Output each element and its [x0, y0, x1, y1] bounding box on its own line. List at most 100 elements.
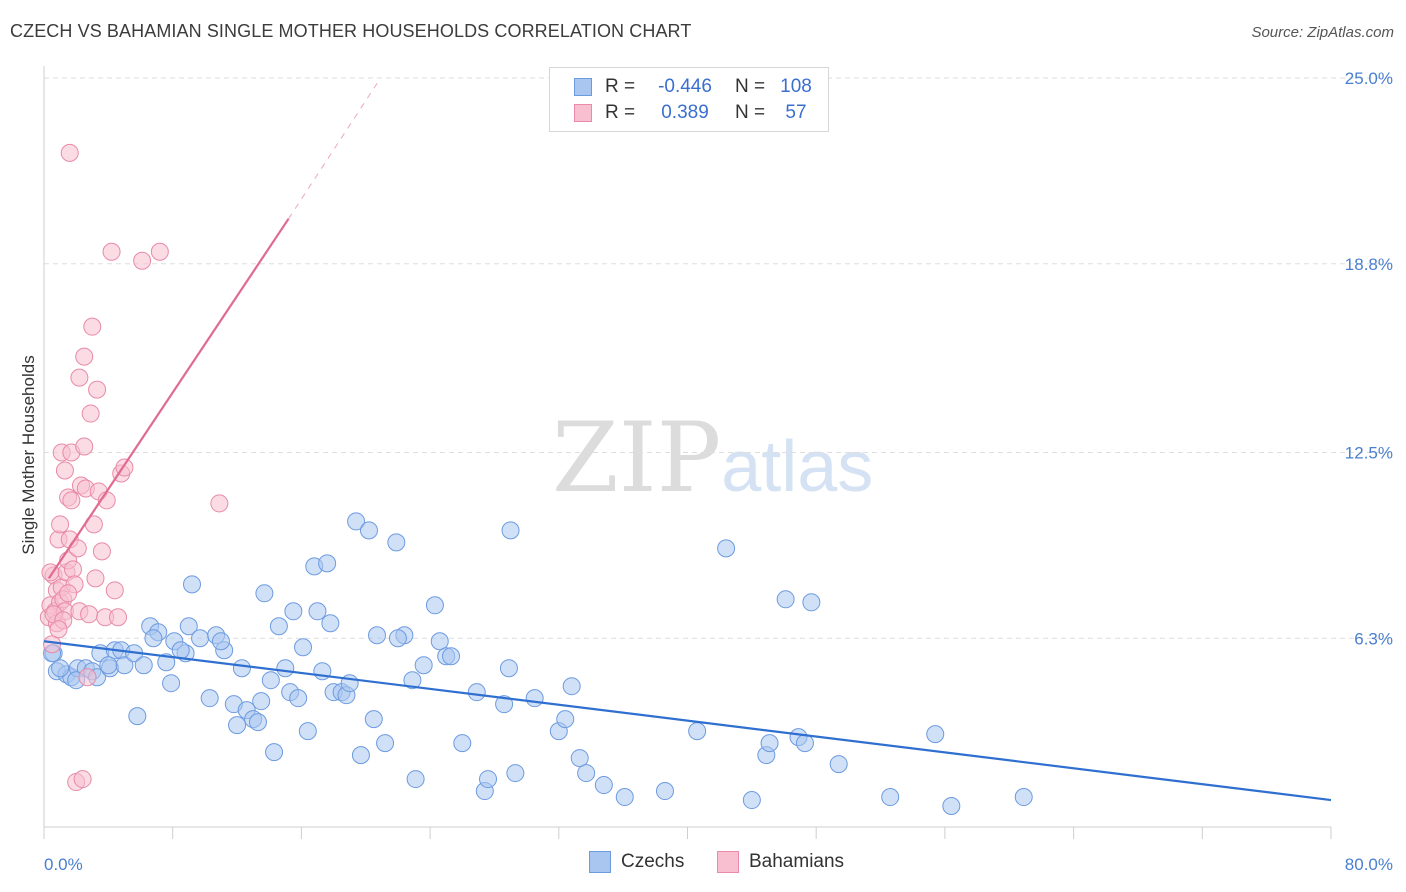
legend-r-value: -0.446	[658, 76, 712, 97]
y-tick-label: 6.3%	[1354, 629, 1393, 648]
point-czechs	[829, 755, 848, 774]
point-bahamians	[63, 560, 82, 579]
point-bahamians	[55, 461, 74, 480]
x-tick-label: 0.0%	[44, 855, 83, 874]
point-czechs	[171, 641, 190, 660]
point-bahamians	[210, 494, 229, 513]
point-bahamians	[51, 515, 70, 534]
chart-title: CZECH VS BAHAMIAN SINGLE MOTHER HOUSEHOL…	[10, 21, 692, 41]
point-czechs	[802, 593, 821, 612]
y-tick-label: 18.8%	[1345, 255, 1393, 274]
point-czechs	[501, 521, 520, 540]
legend-row-czechs: R = -0.446 N = 108	[574, 74, 817, 100]
point-czechs	[228, 716, 247, 735]
point-bahamians	[102, 242, 121, 261]
point-czechs	[562, 677, 581, 696]
legend-r-label: R =	[605, 76, 636, 97]
point-czechs	[499, 659, 518, 678]
legend-n-value: 57	[785, 102, 807, 123]
watermark-zip: ZIP	[552, 402, 722, 514]
point-bahamians	[49, 620, 68, 639]
point-czechs	[144, 629, 163, 648]
bottom-legend-swatch-czechs	[589, 851, 611, 873]
point-bahamians	[105, 581, 124, 600]
point-czechs	[776, 590, 795, 609]
legend-n-value: 108	[780, 76, 812, 97]
point-bahamians	[109, 608, 128, 627]
point-bahamians	[78, 668, 97, 687]
point-czechs	[430, 632, 449, 651]
point-czechs	[577, 764, 596, 783]
legend-r-value: 0.389	[661, 102, 709, 123]
point-czechs	[442, 647, 461, 666]
point-bahamians	[83, 317, 102, 336]
point-czechs	[406, 770, 425, 789]
point-czechs	[525, 689, 544, 708]
bottom-legend-label-czechs: Czechs	[621, 851, 685, 872]
point-czechs	[248, 713, 267, 732]
point-czechs	[368, 626, 387, 645]
legend-swatch-czechs	[574, 78, 592, 96]
point-czechs	[376, 734, 395, 753]
point-czechs	[942, 797, 961, 816]
trendline-bahamians	[47, 218, 290, 579]
bottom-legend-swatch-bahamians	[717, 851, 739, 873]
point-czechs	[308, 602, 327, 621]
point-bahamians	[62, 491, 81, 510]
point-czechs	[157, 653, 176, 672]
point-czechs	[742, 791, 761, 810]
point-bahamians	[133, 251, 152, 270]
point-czechs	[191, 629, 210, 648]
point-bahamians	[75, 437, 94, 456]
point-bahamians	[73, 770, 92, 789]
point-czechs	[556, 710, 575, 729]
point-czechs	[655, 782, 674, 801]
point-czechs	[387, 533, 406, 552]
point-czechs	[99, 656, 118, 675]
point-czechs	[128, 707, 147, 726]
point-czechs	[717, 539, 736, 558]
legend-n-label: N =	[735, 76, 766, 97]
point-czechs	[453, 734, 472, 753]
point-czechs	[298, 722, 317, 741]
point-bahamians	[70, 368, 89, 387]
point-czechs	[318, 554, 337, 573]
legend: R = -0.446 N = 108 R = 0.389 N = 57	[549, 67, 829, 132]
bottom-legend-czechs: Czechs	[589, 851, 684, 873]
point-bahamians	[43, 635, 62, 654]
bottom-legend-bahamians: Bahamians	[717, 851, 844, 873]
point-czechs	[495, 695, 514, 714]
point-bahamians	[80, 605, 99, 624]
point-czechs	[276, 659, 295, 678]
point-czechs	[388, 629, 407, 648]
point-czechs	[265, 743, 284, 762]
bottom-legend-label-bahamians: Bahamians	[749, 851, 845, 872]
source-label: Source: ZipAtlas.com	[1251, 24, 1394, 41]
y-tick-label: 25.0%	[1345, 69, 1393, 88]
point-czechs	[252, 692, 271, 711]
point-czechs	[506, 764, 525, 783]
trendline-extension-bahamians	[288, 80, 380, 220]
point-czechs	[134, 656, 153, 675]
point-czechs	[760, 734, 779, 753]
point-czechs	[570, 749, 589, 768]
point-czechs	[594, 776, 613, 795]
point-bahamians	[75, 347, 94, 366]
point-bahamians	[81, 404, 100, 423]
y-tick-label: 12.5%	[1345, 444, 1393, 463]
point-czechs	[926, 725, 945, 744]
watermark-atlas: atlas	[721, 427, 874, 507]
point-czechs	[351, 746, 370, 765]
point-czechs	[200, 689, 219, 708]
point-czechs	[414, 656, 433, 675]
point-bahamians	[92, 542, 111, 561]
point-czechs	[162, 674, 181, 693]
point-czechs	[347, 512, 366, 531]
point-bahamians	[59, 584, 78, 603]
point-czechs	[359, 521, 378, 540]
point-czechs	[1014, 788, 1033, 807]
point-bahamians	[88, 380, 107, 399]
legend-swatch-bahamians	[574, 104, 592, 122]
point-czechs	[261, 671, 280, 690]
